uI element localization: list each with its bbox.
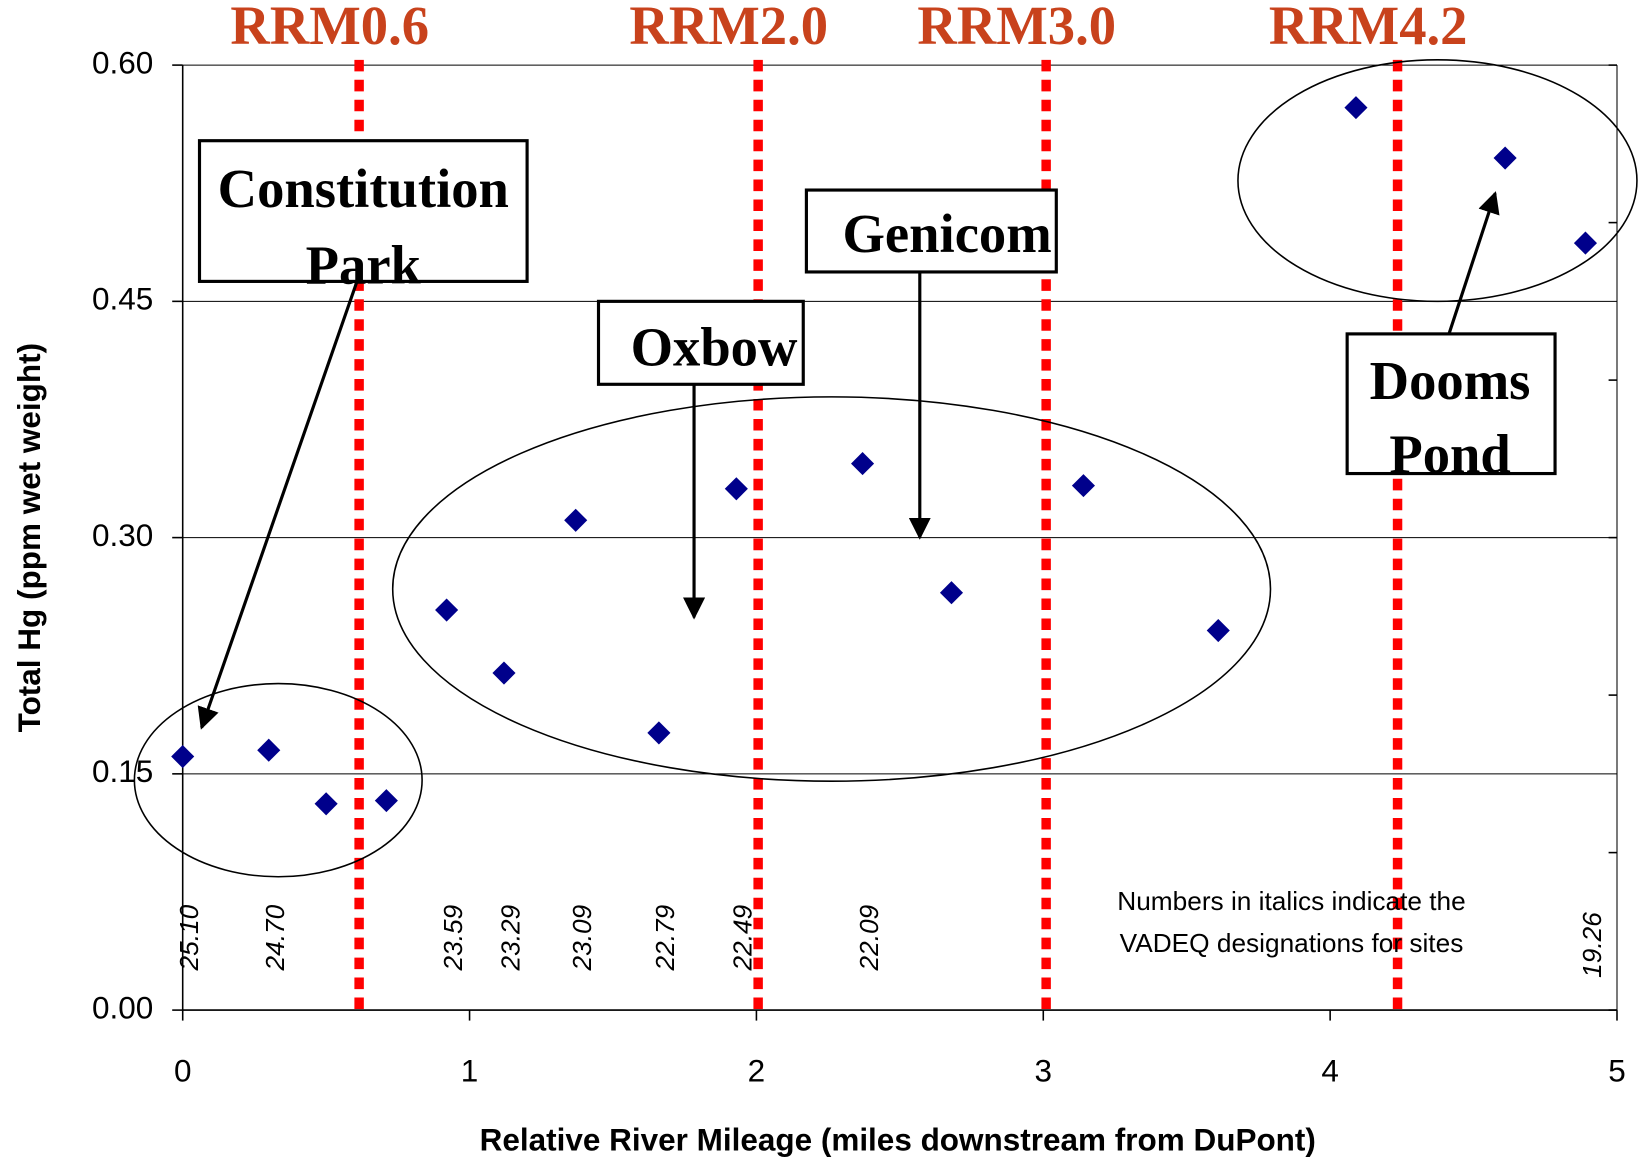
- annotation-box: [804, 188, 1058, 274]
- site-label: 19.26: [1577, 912, 1607, 978]
- annotation-box: [197, 139, 529, 283]
- reference-label: RRM2.0: [629, 0, 828, 56]
- annotations: [133, 59, 1638, 878]
- y-tick-label: 0.00: [92, 989, 153, 1025]
- group-ellipse: [1237, 59, 1638, 303]
- site-label: 23.29: [495, 904, 525, 971]
- site-label: 24.70: [260, 904, 290, 971]
- point: [374, 789, 398, 813]
- x-tick-label: 3: [1035, 1052, 1053, 1088]
- point: [171, 744, 195, 769]
- annotation-text: Park: [306, 234, 422, 295]
- point: [647, 721, 671, 745]
- annotation-text: Oxbow: [631, 316, 798, 377]
- site-label: 22.79: [650, 904, 680, 971]
- site-label: 22.09: [854, 904, 884, 971]
- reference-label: RRM3.0: [917, 0, 1116, 56]
- point: [724, 477, 748, 501]
- annotation-box: [596, 299, 805, 386]
- site-label: 25.10: [174, 904, 204, 971]
- annotation-box: [1345, 332, 1557, 476]
- arrow: [1447, 191, 1500, 335]
- x-tick-label: 1: [461, 1052, 479, 1088]
- point: [1573, 231, 1597, 255]
- arrow: [197, 280, 359, 730]
- note: VADEQ designations for sites: [1120, 928, 1464, 958]
- annotation-text: Constitution: [218, 158, 509, 219]
- y-tick-label: 0.45: [92, 281, 153, 317]
- point: [1071, 474, 1095, 498]
- labels: Constitution Park Oxbow Genicom Dooms Po…: [174, 0, 1607, 978]
- point: [314, 792, 338, 816]
- point: [257, 738, 281, 762]
- point: [564, 508, 588, 532]
- site-label: 23.59: [438, 904, 468, 971]
- group-ellipse: [391, 396, 1272, 782]
- x-axis-title: Relative River Mileage (miles downstream…: [480, 1122, 1316, 1158]
- plot: Relative River Mileage (miles downstream…: [11, 0, 1638, 1158]
- point: [851, 452, 875, 476]
- point: [1206, 618, 1230, 643]
- annotation-text: Dooms: [1370, 350, 1531, 411]
- x-tick-label: 2: [748, 1052, 766, 1088]
- group-ellipse: [133, 682, 423, 878]
- x-tick-label: 0: [174, 1052, 192, 1088]
- reference-label: RRM0.6: [230, 0, 429, 56]
- y-axis-title: Total Hg (ppm wet weight): [11, 343, 47, 732]
- point: [1344, 96, 1368, 120]
- point: [939, 581, 964, 605]
- annotation-text: Pond: [1389, 423, 1510, 484]
- point: [492, 661, 516, 685]
- site-label: 23.09: [567, 904, 597, 971]
- x-tick-label: 5: [1608, 1052, 1626, 1088]
- y-tick-label: 0.60: [92, 44, 153, 80]
- y-tick-label: 0.15: [92, 753, 153, 789]
- note: Numbers in italics indicate the: [1117, 886, 1466, 916]
- annotation-text: Genicom: [842, 203, 1051, 264]
- site-label: 22.49: [728, 904, 758, 971]
- x-tick-label: 4: [1321, 1052, 1339, 1088]
- y-tick-label: 0.30: [92, 517, 153, 553]
- point: [1493, 146, 1517, 170]
- reference-label: RRM4.2: [1269, 0, 1468, 56]
- point: [435, 598, 459, 622]
